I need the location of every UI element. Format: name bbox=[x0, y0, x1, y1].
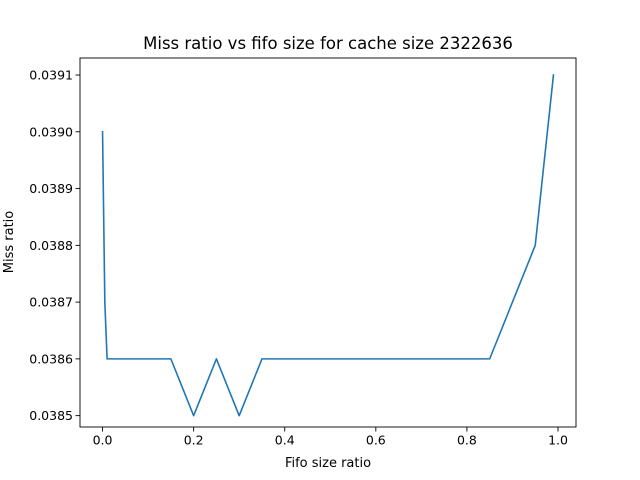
axes-frame bbox=[79, 57, 577, 428]
x-tick-label: 0.6 bbox=[366, 433, 386, 448]
y-tick-label: 0.0389 bbox=[29, 181, 73, 196]
x-axis-label: Fifo size ratio bbox=[285, 456, 371, 471]
y-tick-label: 0.0391 bbox=[29, 68, 73, 83]
y-tick-label: 0.0387 bbox=[29, 295, 73, 310]
y-tick-label: 0.0386 bbox=[29, 351, 73, 366]
axes: 0.0 0.2 0.4 0.6 0.8 1.0 0.0385 0.0386 0.0387 0.03… bbox=[29, 57, 577, 448]
y-tick-label: 0.0385 bbox=[29, 408, 73, 423]
x-tick-label: 1.0 bbox=[548, 433, 568, 448]
x-tick-label: 0.2 bbox=[184, 433, 204, 448]
chart-title: Miss ratio vs fifo size for cache size 2… bbox=[143, 34, 513, 53]
y-tick-label: 0.0388 bbox=[29, 238, 73, 253]
series-line-0 bbox=[101, 74, 555, 417]
y-tick-label: 0.0390 bbox=[29, 124, 73, 139]
y-axis-label: Miss ratio bbox=[2, 211, 17, 274]
x-tick-label: 0.4 bbox=[275, 433, 295, 448]
x-tick-label: 0.8 bbox=[457, 433, 477, 448]
x-tick-label: 0.0 bbox=[93, 433, 113, 448]
plot-area bbox=[101, 74, 555, 417]
